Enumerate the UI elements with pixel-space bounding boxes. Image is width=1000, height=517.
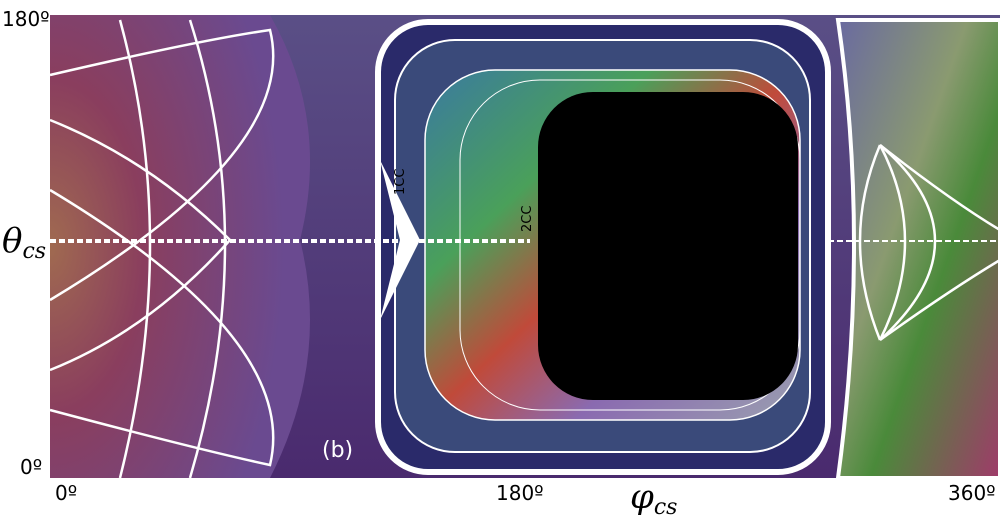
annotation: 2CC: [520, 206, 535, 232]
annotation: 1CC: [393, 169, 408, 195]
panel-label: (b): [322, 438, 353, 463]
x-tick-label: 0º: [55, 481, 77, 505]
sky-map: [49, 15, 1000, 480]
x-axis-subscript: cs: [654, 495, 678, 517]
y-axis-symbol: θ: [2, 221, 22, 261]
y-tick-label: 180º: [2, 7, 50, 31]
x-axis-symbol: φ: [630, 477, 654, 517]
y-tick-label: 0º: [20, 455, 42, 479]
x-tick-label: 360º: [948, 481, 996, 505]
y-axis-subscript: cs: [22, 239, 46, 264]
y-axis-label: θcs: [2, 221, 46, 264]
x-tick-label: 180º: [496, 481, 544, 505]
x-axis-label: φcs: [630, 477, 677, 517]
